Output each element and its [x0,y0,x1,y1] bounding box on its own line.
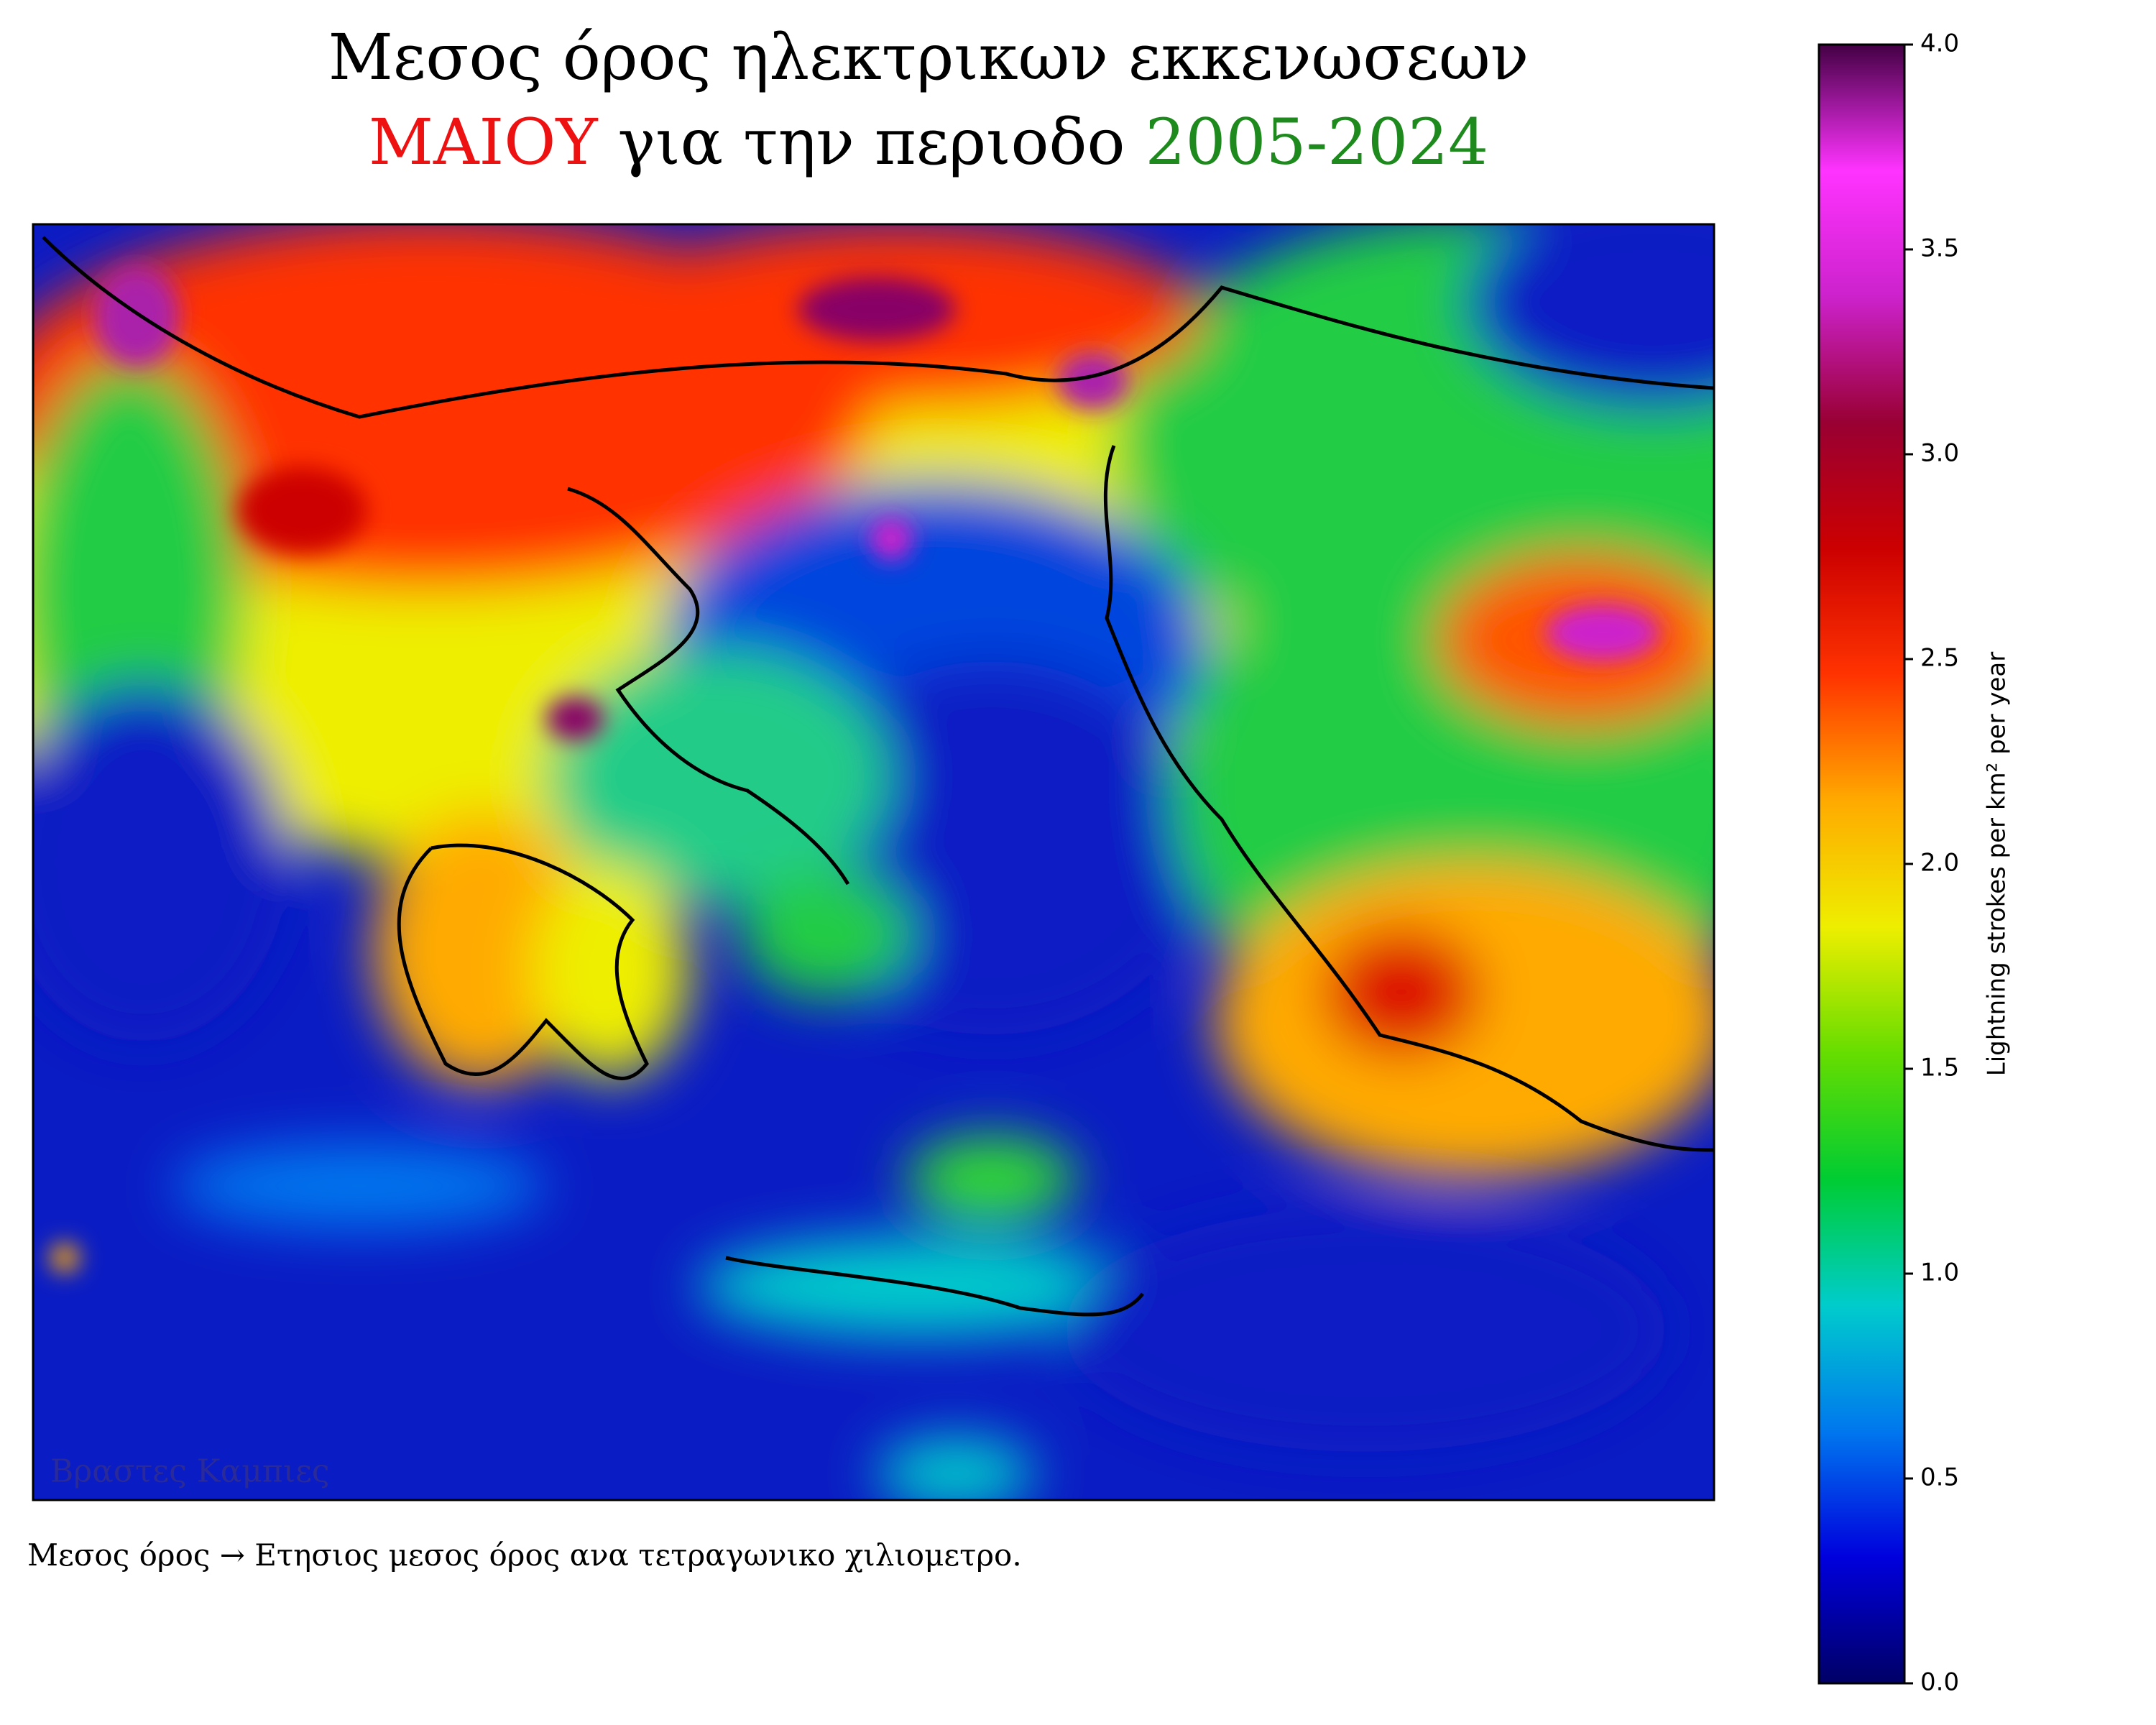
title-line1: Μεσος όρος ηλεκτρικων εκκενωσεων [328,20,1529,94]
heat-peaks [50,266,1660,1272]
colorbar-tick-label: 2.5 [1920,644,1959,673]
title-period: 2005-2024 [1145,105,1488,179]
heat-field [33,224,1714,1500]
heatmap: Βραστες Καμπιες [33,224,1714,1500]
colorbar-tick-label: 1.5 [1920,1054,1959,1082]
title-line2: ΜΑΙΟΥ για την περιοδο 2005-2024 [369,105,1488,179]
colorbar-tick-label: 0.5 [1920,1463,1959,1492]
colorbar-tick-label: 2.0 [1920,849,1959,878]
footnote: Μεσος όρος → Ετησιος μεσος όρος ανα τετρ… [27,1537,1022,1573]
colorbar-tick-label: 1.0 [1920,1259,1959,1287]
coastlines [42,236,1714,1317]
colorbar-tick-label: 0.0 [1920,1668,1959,1697]
title-month: ΜΑΙΟΥ [369,105,599,179]
map-frame [32,223,1715,1501]
colorbar-tick-label: 4.0 [1920,29,1959,58]
colorbar-tick-label: 3.0 [1920,439,1959,468]
title-middle: για την περιοδο [618,105,1125,179]
colorbar-label: Lightning strokes per km² per year [1983,652,2012,1076]
watermark: Βραστες Καμπιες [50,1453,330,1490]
colorbar-ticks: 0.0 0.5 1.0 1.5 2.0 2.5 3.0 3.5 4.0 [1904,29,1959,1697]
colorbar-tick-label: 3.5 [1920,234,1959,263]
colorbar [1818,43,1906,1685]
